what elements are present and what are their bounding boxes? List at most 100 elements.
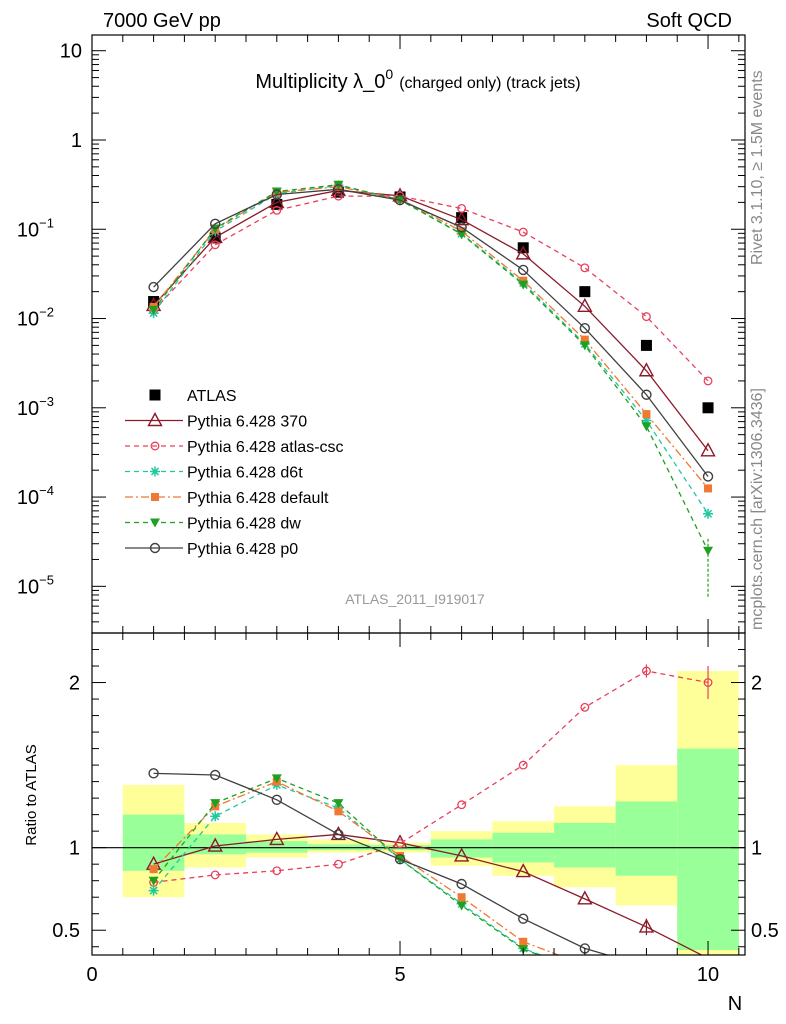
data-point <box>580 263 590 273</box>
ratio-y-tick-label: 1 <box>69 838 80 860</box>
ratio-y-tick-label-right: 0.5 <box>751 920 779 942</box>
main-series-group <box>145 180 716 598</box>
legend-entry-pythia-6-428-atlas-csc: Pythia 6.428 atlas-csc <box>125 439 344 456</box>
ratio-point <box>577 890 593 905</box>
data-point <box>271 198 283 210</box>
ratio-point <box>210 870 220 880</box>
legend-label: ATLAS <box>187 388 237 405</box>
legend-entry-pythia-6-428-p0: Pythia 6.428 p0 <box>125 541 298 558</box>
ratio-line <box>153 670 709 883</box>
band-green <box>122 814 185 871</box>
legend-label: Pythia 6.428 atlas-csc <box>187 439 344 456</box>
legend-marker <box>150 466 160 477</box>
data-point <box>642 410 651 419</box>
band-green <box>246 841 308 853</box>
data-point <box>269 193 285 209</box>
data-point <box>456 230 467 240</box>
data-point <box>640 339 652 351</box>
data-point <box>703 508 714 519</box>
legend-label: Pythia 6.428 dw <box>187 516 301 533</box>
data-point <box>394 194 406 206</box>
ratio-point <box>207 837 223 852</box>
legend-marker <box>150 518 160 528</box>
legend-label: Pythia 6.428 p0 <box>187 541 298 558</box>
y-tick-label: 10−5 <box>17 572 54 598</box>
main-panel: 10 1 10−1 10−2 10−3 10−4 10−5 <box>17 34 746 634</box>
ratio-point <box>210 799 221 809</box>
data-point <box>641 422 652 432</box>
title-suffix: (charged only) (track jets) <box>399 75 580 92</box>
ratio-point <box>394 854 406 865</box>
legend-marker <box>147 412 163 427</box>
series-line <box>153 188 709 477</box>
rivet-label: Rivet 3.1.10, ≥ 1.5M events <box>749 70 766 265</box>
legend-entry-pythia-6-428-d6t: Pythia 6.428 d6t <box>125 465 303 482</box>
legend-label: Pythia 6.428 d6t <box>187 465 303 482</box>
data-point <box>641 312 651 322</box>
ratio-point <box>457 893 466 902</box>
ratio-point <box>210 811 221 822</box>
data-point <box>518 264 529 276</box>
data-point <box>579 341 590 351</box>
main-title: Multiplicity λ_00 (charged only) (track j… <box>255 66 580 93</box>
y-tick-label: 10−4 <box>17 483 54 509</box>
data-point <box>210 240 220 250</box>
ratio-point <box>515 863 531 878</box>
x-tick-label: 5 <box>394 964 405 986</box>
ratio-series-pythia-6-428-dw <box>148 774 542 955</box>
data-point <box>453 211 470 226</box>
data-point <box>207 228 223 244</box>
header-category-label: Soft QCD <box>646 10 732 32</box>
ratio-point <box>148 885 159 896</box>
header-energy-label: 7000 GeV pp <box>103 10 221 32</box>
series-line <box>153 195 709 382</box>
data-point <box>518 227 528 237</box>
data-point <box>704 484 713 493</box>
data-point <box>515 245 531 260</box>
ratio-point <box>333 799 344 809</box>
ratio-point <box>148 768 159 779</box>
ratio-point <box>456 901 467 911</box>
series-line <box>153 189 709 452</box>
legend-marker <box>149 389 161 401</box>
y-tick-label: 10 <box>60 41 82 63</box>
ratio-point <box>333 859 343 869</box>
data-point <box>456 222 467 233</box>
data-point <box>580 335 589 344</box>
ratio-point <box>334 807 343 816</box>
ratio-point <box>271 794 283 805</box>
legend-label: Pythia 6.428 370 <box>187 414 307 431</box>
data-point <box>148 305 159 315</box>
ratio-y-tick-label: 2 <box>69 673 80 695</box>
band-green <box>677 748 739 951</box>
mcplots-label: mcplots.cern.ch [arXiv:1306.3436] <box>749 388 766 630</box>
ratio-frame <box>91 632 746 956</box>
ratio-point <box>271 774 282 784</box>
data-point <box>579 322 591 334</box>
band-green <box>615 801 678 876</box>
ratio-y-tick-label-right: 2 <box>751 673 762 695</box>
ratio-point <box>333 829 344 840</box>
legend-marker <box>149 542 161 554</box>
legend-entry-pythia-6-428-dw: Pythia 6.428 dw <box>125 516 301 533</box>
legend-entry-atlas: ATLAS <box>149 388 237 405</box>
data-point <box>702 471 714 482</box>
data-point <box>638 362 655 377</box>
ratio-uncertainty-bands <box>122 670 739 955</box>
data-point <box>579 286 591 298</box>
ratio-point <box>272 866 282 876</box>
data-point <box>641 389 652 400</box>
title-superscript: 0 <box>385 66 393 82</box>
data-point <box>333 184 344 195</box>
title-main: Multiplicity λ_0 <box>255 71 385 93</box>
legend-label: Pythia 6.428 default <box>187 490 329 507</box>
ratio-point <box>395 839 405 848</box>
y-tick-label: 10−2 <box>17 305 54 331</box>
legend: ATLAS Pythia 6.428 370 Pythia 6.428 atlas-… <box>125 388 344 558</box>
ratio-point <box>210 769 221 781</box>
data-point <box>457 204 467 213</box>
band-green <box>554 822 616 868</box>
ratio-point <box>518 913 529 924</box>
data-point <box>333 191 343 201</box>
